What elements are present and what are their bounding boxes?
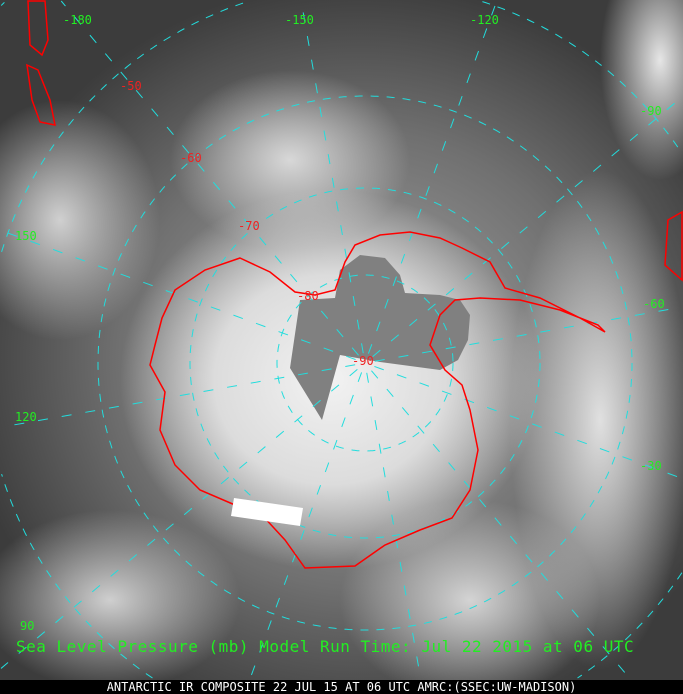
map-overlay [0,0,683,680]
lat-label-60s: -60 [180,151,202,165]
lon-label-90e: 90 [20,619,35,633]
meridian-line [374,365,683,479]
meridian-line [249,372,363,680]
meridian-line [0,364,356,428]
meridian-line [372,96,683,357]
latitude-circle [276,274,454,452]
lat-label-70s: -70 [238,219,260,233]
meridian-line [367,0,498,354]
meridian-line [0,230,356,361]
no-data-region [290,255,470,420]
lon-label-90w: -90 [640,104,662,118]
lat-label-80s: -80 [297,289,319,303]
meridian-line [300,0,364,354]
lon-label-120w: -120 [470,13,499,27]
meridian-line [371,370,631,680]
meridian-line [60,0,359,356]
lon-label-180w: -180 [63,13,92,27]
model-run-title: Sea Level Pressure (mb) Model Run Time: … [16,637,635,656]
meridian-line [366,372,422,680]
new-zealand-coastline [26,0,56,126]
lat-label-50s: -50 [120,79,142,93]
ice-shelf-bright [231,498,303,526]
lat-label-90s: -90 [352,354,374,368]
lon-label-120e: 120 [15,410,37,424]
image-caption: ANTARCTIC IR COMPOSITE 22 JUL 15 AT 06 U… [0,680,683,694]
lon-label-60w: -60 [643,297,665,311]
latitude-circle [189,187,541,539]
lon-label-150e: 150 [15,229,37,243]
coastline-fragment [664,210,683,282]
latitude-circle [97,95,633,631]
antarctica-coastline [149,231,606,569]
lon-label-30w: -30 [640,459,662,473]
lon-label-150w: -150 [285,13,314,27]
latitude-circle [1,1,683,679]
meridian-line [0,369,358,669]
latitude-circle [0,2,5,6]
meridian-line [374,306,683,362]
graticule [0,0,683,680]
